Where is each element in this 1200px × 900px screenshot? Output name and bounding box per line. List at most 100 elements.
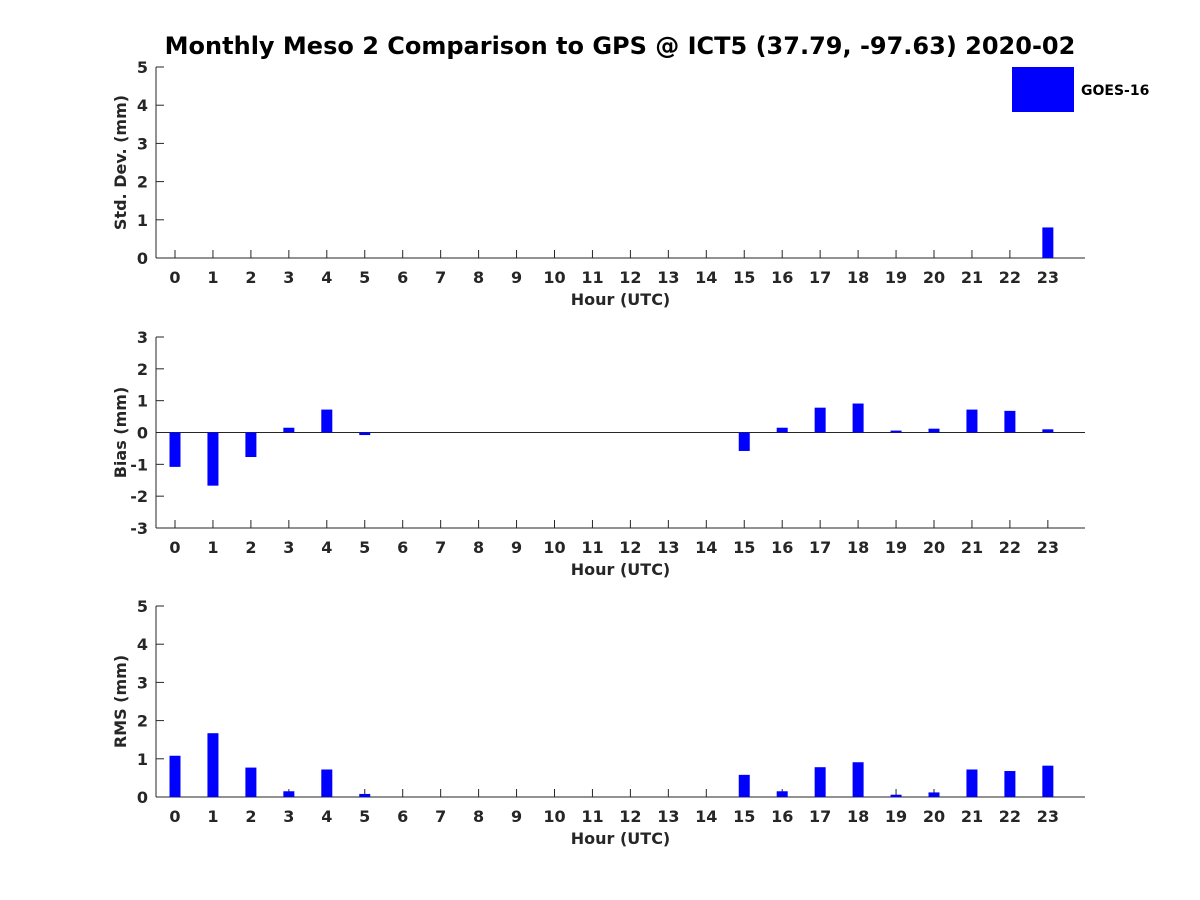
x-tick-label: 2: [245, 268, 256, 287]
x-tick-label: 9: [511, 268, 522, 287]
x-tick-label: 0: [169, 807, 180, 826]
x-tick-label: 15: [733, 807, 755, 826]
x-tick-label: 5: [359, 538, 370, 557]
bar: [776, 427, 788, 433]
bar: [738, 774, 750, 797]
x-tick-label: 13: [657, 268, 679, 287]
x-tick-label: 22: [999, 807, 1021, 826]
bar: [738, 432, 750, 451]
x-tick-label: 16: [771, 268, 793, 287]
x-tick-label: 10: [543, 538, 565, 557]
x-tick-label: 2: [245, 807, 256, 826]
x-tick-label: 19: [885, 268, 907, 287]
x-tick-label: 4: [321, 807, 332, 826]
x-tick-label: 8: [473, 538, 484, 557]
x-tick-label: 13: [657, 538, 679, 557]
x-tick-label: 7: [435, 538, 446, 557]
x-tick-label: 21: [961, 268, 983, 287]
x-tick-label: 14: [695, 807, 717, 826]
y-tick-label: 3: [137, 673, 148, 692]
x-tick-label: 0: [169, 538, 180, 557]
x-tick-label: 23: [1037, 268, 1059, 287]
chart-title: Monthly Meso 2 Comparison to GPS @ ICT5 …: [165, 32, 1076, 60]
x-tick-label: 6: [397, 538, 408, 557]
x-tick-label: 15: [733, 538, 755, 557]
bar: [1004, 771, 1016, 797]
x-tick-label: 5: [359, 268, 370, 287]
x-tick-label: 16: [771, 538, 793, 557]
x-tick-label: 3: [283, 807, 294, 826]
y-tick-label: -2: [130, 487, 148, 506]
x-tick-label: 4: [321, 268, 332, 287]
y-tick-label: 0: [137, 788, 148, 807]
y-tick-label: -3: [130, 519, 148, 538]
y-tick-label: 1: [137, 392, 148, 411]
x-tick-label: 14: [695, 538, 717, 557]
x-tick-label: 3: [283, 538, 294, 557]
bar: [966, 769, 978, 797]
bar: [928, 428, 940, 433]
x-tick-label: 1: [207, 268, 218, 287]
x-tick-label: 22: [999, 538, 1021, 557]
x-tick-label: 8: [473, 268, 484, 287]
legend-label: GOES-16: [1081, 83, 1149, 99]
y-tick-label: 5: [137, 597, 148, 616]
x-axis-label: Hour (UTC): [571, 829, 671, 848]
x-tick-label: 10: [543, 807, 565, 826]
y-tick-label: 2: [137, 360, 148, 379]
x-tick-label: 13: [657, 807, 679, 826]
bar: [814, 767, 826, 797]
y-axis-label: Bias (mm): [111, 387, 130, 479]
bar: [321, 769, 333, 797]
y-tick-label: -1: [130, 455, 148, 474]
x-tick-label: 6: [397, 268, 408, 287]
x-axis-label: Hour (UTC): [571, 560, 671, 579]
y-tick-label: 2: [137, 712, 148, 731]
bar: [1042, 227, 1054, 258]
x-tick-label: 11: [581, 538, 603, 557]
y-tick-label: 3: [137, 134, 148, 153]
bar: [928, 792, 940, 797]
x-tick-label: 10: [543, 268, 565, 287]
y-axis-label: Std. Dev. (mm): [111, 95, 130, 230]
x-tick-label: 11: [581, 268, 603, 287]
bar: [1042, 765, 1054, 797]
bar: [283, 791, 295, 797]
x-tick-label: 5: [359, 807, 370, 826]
bar: [966, 409, 978, 433]
y-axis-label: RMS (mm): [111, 655, 130, 748]
x-tick-label: 16: [771, 807, 793, 826]
y-tick-label: 2: [137, 173, 148, 192]
x-tick-label: 8: [473, 807, 484, 826]
bar: [890, 430, 902, 433]
legend: GOES-16: [1012, 67, 1149, 112]
x-tick-label: 18: [847, 268, 869, 287]
bar: [207, 733, 219, 797]
x-tick-label: 15: [733, 268, 755, 287]
x-tick-label: 3: [283, 268, 294, 287]
legend-swatch: [1012, 67, 1074, 112]
bar: [1042, 429, 1054, 433]
bar: [1004, 410, 1016, 433]
x-tick-label: 17: [809, 538, 831, 557]
bar: [776, 791, 788, 797]
bar: [890, 794, 902, 797]
x-tick-label: 11: [581, 807, 603, 826]
x-tick-label: 12: [619, 268, 641, 287]
x-tick-label: 14: [695, 268, 717, 287]
x-tick-label: 23: [1037, 807, 1059, 826]
x-tick-label: 0: [169, 268, 180, 287]
y-tick-label: 5: [137, 58, 148, 77]
x-tick-label: 2: [245, 538, 256, 557]
x-tick-label: 18: [847, 807, 869, 826]
x-tick-label: 6: [397, 807, 408, 826]
x-tick-label: 21: [961, 538, 983, 557]
bar: [245, 432, 257, 458]
bar: [321, 409, 333, 433]
y-tick-label: 3: [137, 328, 148, 347]
x-tick-label: 17: [809, 807, 831, 826]
